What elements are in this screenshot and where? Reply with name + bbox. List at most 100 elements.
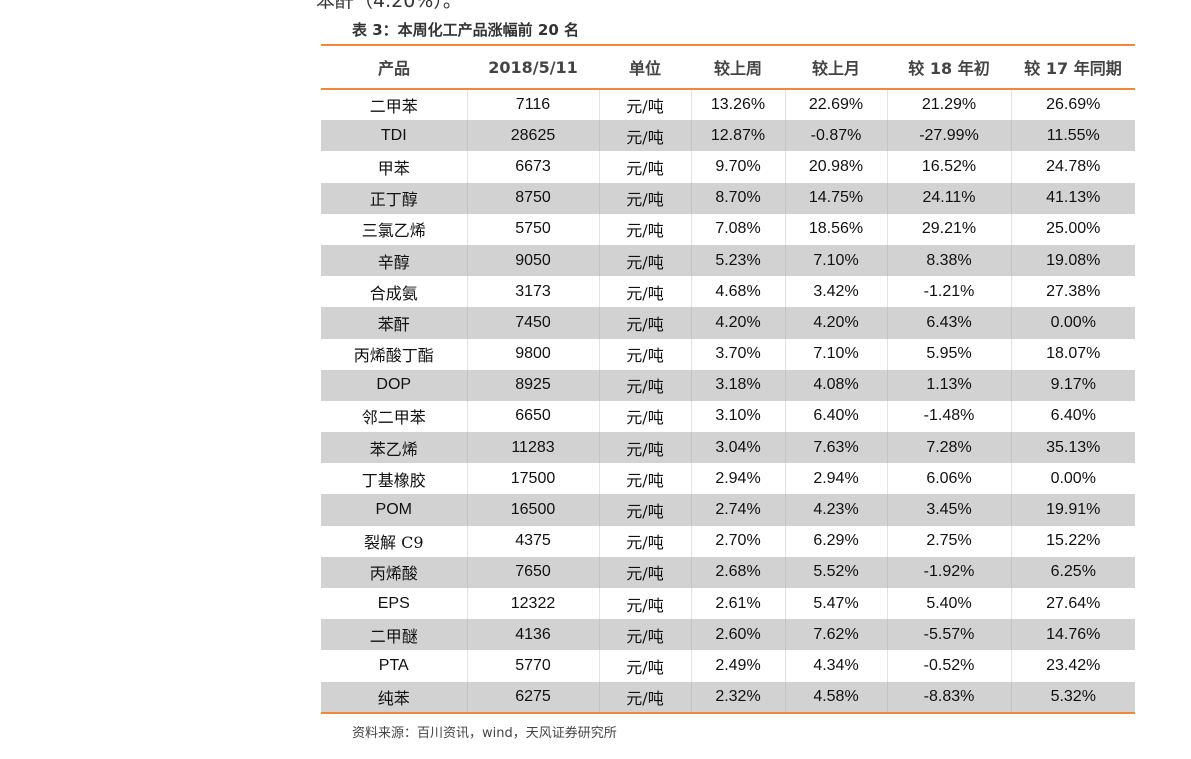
cell-vs-year-start: 3.45% (886, 494, 1011, 526)
cell-product: 正丁醇 (321, 182, 467, 214)
cell-product: 裂解 C9 (363, 533, 424, 553)
cell-vs-year-start: -1.48% (886, 400, 1011, 433)
table-row: 甲苯 6673 元/吨 9.70% 20.98% 16.52% 24.78% (321, 151, 1135, 183)
cell-vs-last-week: 2.94% (690, 463, 785, 495)
cell-unit: 元/吨 (598, 151, 691, 183)
table-title: 表 3：本周化工产品涨幅前 20 名 (352, 21, 579, 39)
cell-vs-last-month: 14.75% (784, 182, 887, 214)
cell-vs-last-month: 22.69% (784, 89, 887, 121)
cell-product: 苯乙烯 (321, 432, 467, 464)
cell-vs-year-start: 7.28% (886, 432, 1011, 464)
cell-vs-last-year: 19.91% (1010, 494, 1135, 526)
cell-vs-last-week: 2.32% (690, 681, 785, 714)
header-vs-last-month: 较上月 (785, 44, 887, 90)
cell-product: DOP (321, 369, 467, 401)
source-note: 资料来源：百川资讯，wind，天风证券研究所 (352, 726, 617, 741)
cell-price: 9800 (466, 338, 599, 370)
cell-vs-last-year: 6.40% (1010, 400, 1135, 433)
cell-product: 丙烯酸丁酯 (353, 346, 434, 366)
cell-vs-last-year: 27.64% (1010, 588, 1135, 620)
cell-vs-last-month: 7.62% (784, 619, 887, 651)
cell-product: 二甲醚 (321, 619, 467, 651)
cell-vs-last-year: 0.00% (1010, 463, 1135, 495)
table-body: 二甲苯 7116 元/吨 13.26% 22.69% 21.29% 26.69% TDI 286… (321, 89, 1135, 714)
table-row: TDI 28625 元/吨 12.87% -0.87% -27.99% 11.55% (321, 120, 1135, 152)
cell-unit: 元/吨 (598, 400, 691, 433)
cell-vs-last-year: 15.22% (1010, 525, 1135, 557)
table-row: EPS 12322 元/吨 2.61% 5.47% 5.40% 27.64% (321, 588, 1135, 620)
cell-product: TDI (321, 120, 467, 152)
cell-price: 7450 (466, 307, 599, 339)
cell-vs-last-year: 23.42% (1010, 650, 1135, 682)
price-change-table-container: 产品 2018/5/11 单位 较上周 较上月 较 18 年初 较 17 年同期… (321, 44, 1135, 714)
cell-unit: 元/吨 (598, 432, 691, 464)
table-row: 丙烯酸丁酯 9800 元/吨 3.70% 7.10% 5.95% 18.07% (321, 338, 1135, 370)
cell-vs-last-year: 27.38% (1010, 276, 1135, 308)
cell-vs-last-month: 3.42% (784, 276, 887, 308)
cell-vs-last-year: 41.13% (1010, 182, 1135, 214)
cell-unit: 元/吨 (598, 182, 691, 214)
cell-vs-year-start: 6.06% (886, 463, 1011, 495)
cell-vs-last-month: 2.94% (784, 463, 887, 495)
cell-price: 6275 (466, 681, 599, 714)
cell-vs-last-week: 3.70% (690, 338, 785, 370)
cell-product: 丙烯酸 (321, 556, 467, 588)
cell-price: 12322 (466, 588, 599, 620)
table-row: POM 16500 元/吨 2.74% 4.23% 3.45% 19.91% (321, 494, 1135, 526)
cell-vs-last-month: 7.10% (784, 338, 887, 370)
cell-vs-last-month: 4.34% (784, 650, 887, 682)
cell-vs-last-week: 3.04% (690, 432, 785, 464)
cell-vs-last-year: 9.17% (1010, 369, 1135, 401)
cell-price: 4375 (466, 525, 599, 557)
cell-vs-last-week: 3.10% (690, 400, 785, 433)
cell-vs-year-start: 21.29% (886, 89, 1011, 121)
cell-vs-last-week: 3.18% (690, 369, 785, 401)
cell-vs-year-start: 5.95% (886, 338, 1011, 370)
cell-vs-year-start: -8.83% (886, 681, 1011, 714)
cell-vs-last-year: 6.25% (1010, 556, 1135, 588)
cell-vs-last-year: 24.78% (1010, 151, 1135, 183)
table-row: 邻二甲苯 6650 元/吨 3.10% 6.40% -1.48% 6.40% (321, 400, 1135, 433)
cell-vs-year-start: -1.21% (886, 276, 1011, 308)
cell-vs-last-week: 7.08% (690, 213, 785, 245)
cell-product: 合成氨 (369, 283, 418, 303)
cell-vs-last-year: 35.13% (1010, 432, 1135, 464)
preceding-paragraph-fragment: 苯酐（4.20%）。 (316, 0, 462, 12)
table-row: 苯酐 7450 元/吨 4.20% 4.20% 6.43% 0.00% (321, 307, 1135, 339)
cell-price: 8750 (466, 182, 599, 214)
cell-price: 11283 (466, 432, 599, 464)
cell-vs-year-start: 2.75% (886, 525, 1011, 557)
header-vs-last-week: 较上周 (691, 44, 785, 90)
cell-vs-last-week: 12.87% (690, 120, 785, 152)
cell-vs-last-month: -0.87% (784, 120, 887, 152)
cell-product: POM (321, 494, 467, 526)
cell-price: 6650 (466, 400, 599, 433)
cell-vs-year-start: 6.43% (886, 307, 1011, 339)
cell-unit: 元/吨 (598, 588, 691, 620)
cell-price: 7650 (466, 556, 599, 588)
cell-vs-last-year: 0.00% (1010, 307, 1135, 339)
cell-price: 16500 (466, 494, 599, 526)
cell-product: 辛醇 (321, 244, 467, 277)
table-row: 辛醇 9050 元/吨 5.23% 7.10% 8.38% 19.08% (321, 244, 1135, 277)
cell-price: 7116 (466, 89, 599, 121)
price-change-table: 产品 2018/5/11 单位 较上周 较上月 较 18 年初 较 17 年同期… (321, 44, 1135, 714)
table-row: 纯苯 6275 元/吨 2.32% 4.58% -8.83% 5.32% (321, 681, 1135, 714)
cell-vs-year-start: 16.52% (886, 151, 1011, 183)
cell-vs-year-start: 29.21% (886, 213, 1011, 245)
cell-price: 17500 (466, 463, 599, 495)
cell-vs-last-week: 2.70% (690, 525, 785, 557)
cell-price: 5770 (466, 650, 599, 682)
cell-vs-last-year: 19.08% (1010, 244, 1135, 277)
cell-unit: 元/吨 (598, 494, 691, 526)
cell-unit: 元/吨 (598, 307, 691, 339)
table-row: 合成氨 3173 元/吨 4.68% 3.42% -1.21% 27.38% (321, 276, 1135, 308)
cell-unit: 元/吨 (598, 120, 691, 152)
table-row: 三氯乙烯 5750 元/吨 7.08% 18.56% 29.21% 25.00% (321, 213, 1135, 245)
cell-unit: 元/吨 (598, 213, 691, 245)
cell-price: 28625 (466, 120, 599, 152)
cell-vs-last-month: 4.20% (784, 307, 887, 339)
cell-vs-last-month: 20.98% (784, 151, 887, 183)
cell-vs-last-month: 18.56% (784, 213, 887, 245)
cell-vs-last-week: 13.26% (690, 89, 785, 121)
